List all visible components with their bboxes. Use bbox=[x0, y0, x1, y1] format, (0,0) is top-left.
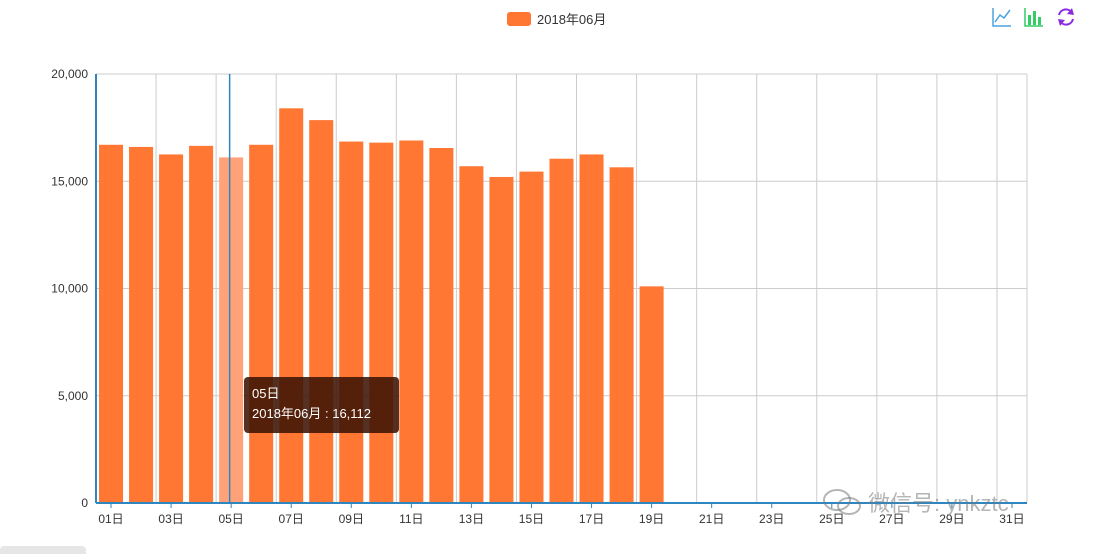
line-chart-icon[interactable] bbox=[991, 6, 1013, 28]
bar bbox=[459, 166, 484, 504]
watermark-text: 微信号: ynkztc bbox=[868, 491, 1009, 516]
x-tick-label: 29日 bbox=[939, 512, 964, 526]
x-tick-label: 01日 bbox=[98, 512, 123, 526]
bar bbox=[159, 154, 184, 503]
scrollbar-thumb[interactable] bbox=[0, 546, 86, 554]
x-tick-label: 17日 bbox=[579, 512, 604, 526]
bar bbox=[639, 286, 664, 503]
bar bbox=[309, 120, 334, 504]
bar bbox=[609, 167, 634, 503]
bar bbox=[249, 144, 274, 503]
bar bbox=[369, 142, 394, 503]
tooltip-title: 05日 bbox=[252, 386, 280, 401]
x-tick-label: 07日 bbox=[279, 512, 304, 526]
x-tick-label: 19日 bbox=[639, 512, 664, 526]
bar bbox=[219, 157, 244, 504]
bar bbox=[189, 145, 214, 504]
y-tick-label: 10,000 bbox=[51, 282, 88, 296]
y-tick-label: 5,000 bbox=[58, 389, 88, 403]
watermark: 微信号: ynkztc bbox=[822, 486, 1009, 518]
y-tick-label: 0 bbox=[81, 496, 88, 510]
bar bbox=[99, 144, 124, 503]
x-tick-label: 21日 bbox=[699, 512, 724, 526]
y-tick-label: 20,000 bbox=[51, 67, 88, 81]
y-tick-label: 15,000 bbox=[51, 174, 88, 188]
x-tick-label: 31日 bbox=[999, 512, 1024, 526]
bar bbox=[549, 158, 574, 504]
wechat-icon bbox=[823, 489, 861, 515]
bar bbox=[429, 148, 454, 503]
x-tick-label: 03日 bbox=[158, 512, 183, 526]
toolbox bbox=[991, 6, 1077, 28]
tooltip-value: 2018年06月 : 16,112 bbox=[252, 406, 372, 421]
bar bbox=[129, 146, 154, 503]
bar bbox=[579, 154, 604, 503]
x-tick-label: 09日 bbox=[339, 512, 364, 526]
x-tick-label: 15日 bbox=[519, 512, 544, 526]
x-tick-label: 25日 bbox=[819, 512, 844, 526]
x-tick-label: 23日 bbox=[759, 512, 784, 526]
x-tick-label: 27日 bbox=[879, 512, 904, 526]
x-tick-label: 05日 bbox=[218, 512, 243, 526]
legend[interactable]: 2018年06月 bbox=[507, 9, 606, 28]
tooltip: 05日 2018年06月 : 16,112 bbox=[244, 377, 399, 433]
bar bbox=[399, 140, 424, 503]
x-tick-label: 13日 bbox=[459, 512, 484, 526]
legend-swatch bbox=[507, 11, 531, 26]
restore-icon[interactable] bbox=[1055, 6, 1077, 28]
bar bbox=[519, 171, 544, 503]
bar bbox=[489, 176, 514, 503]
x-tick-label: 11日 bbox=[399, 512, 423, 526]
bar bbox=[339, 141, 364, 503]
bar-chart-icon[interactable] bbox=[1023, 6, 1045, 28]
bar bbox=[279, 108, 304, 503]
legend-label: 2018年06月 bbox=[537, 12, 607, 27]
